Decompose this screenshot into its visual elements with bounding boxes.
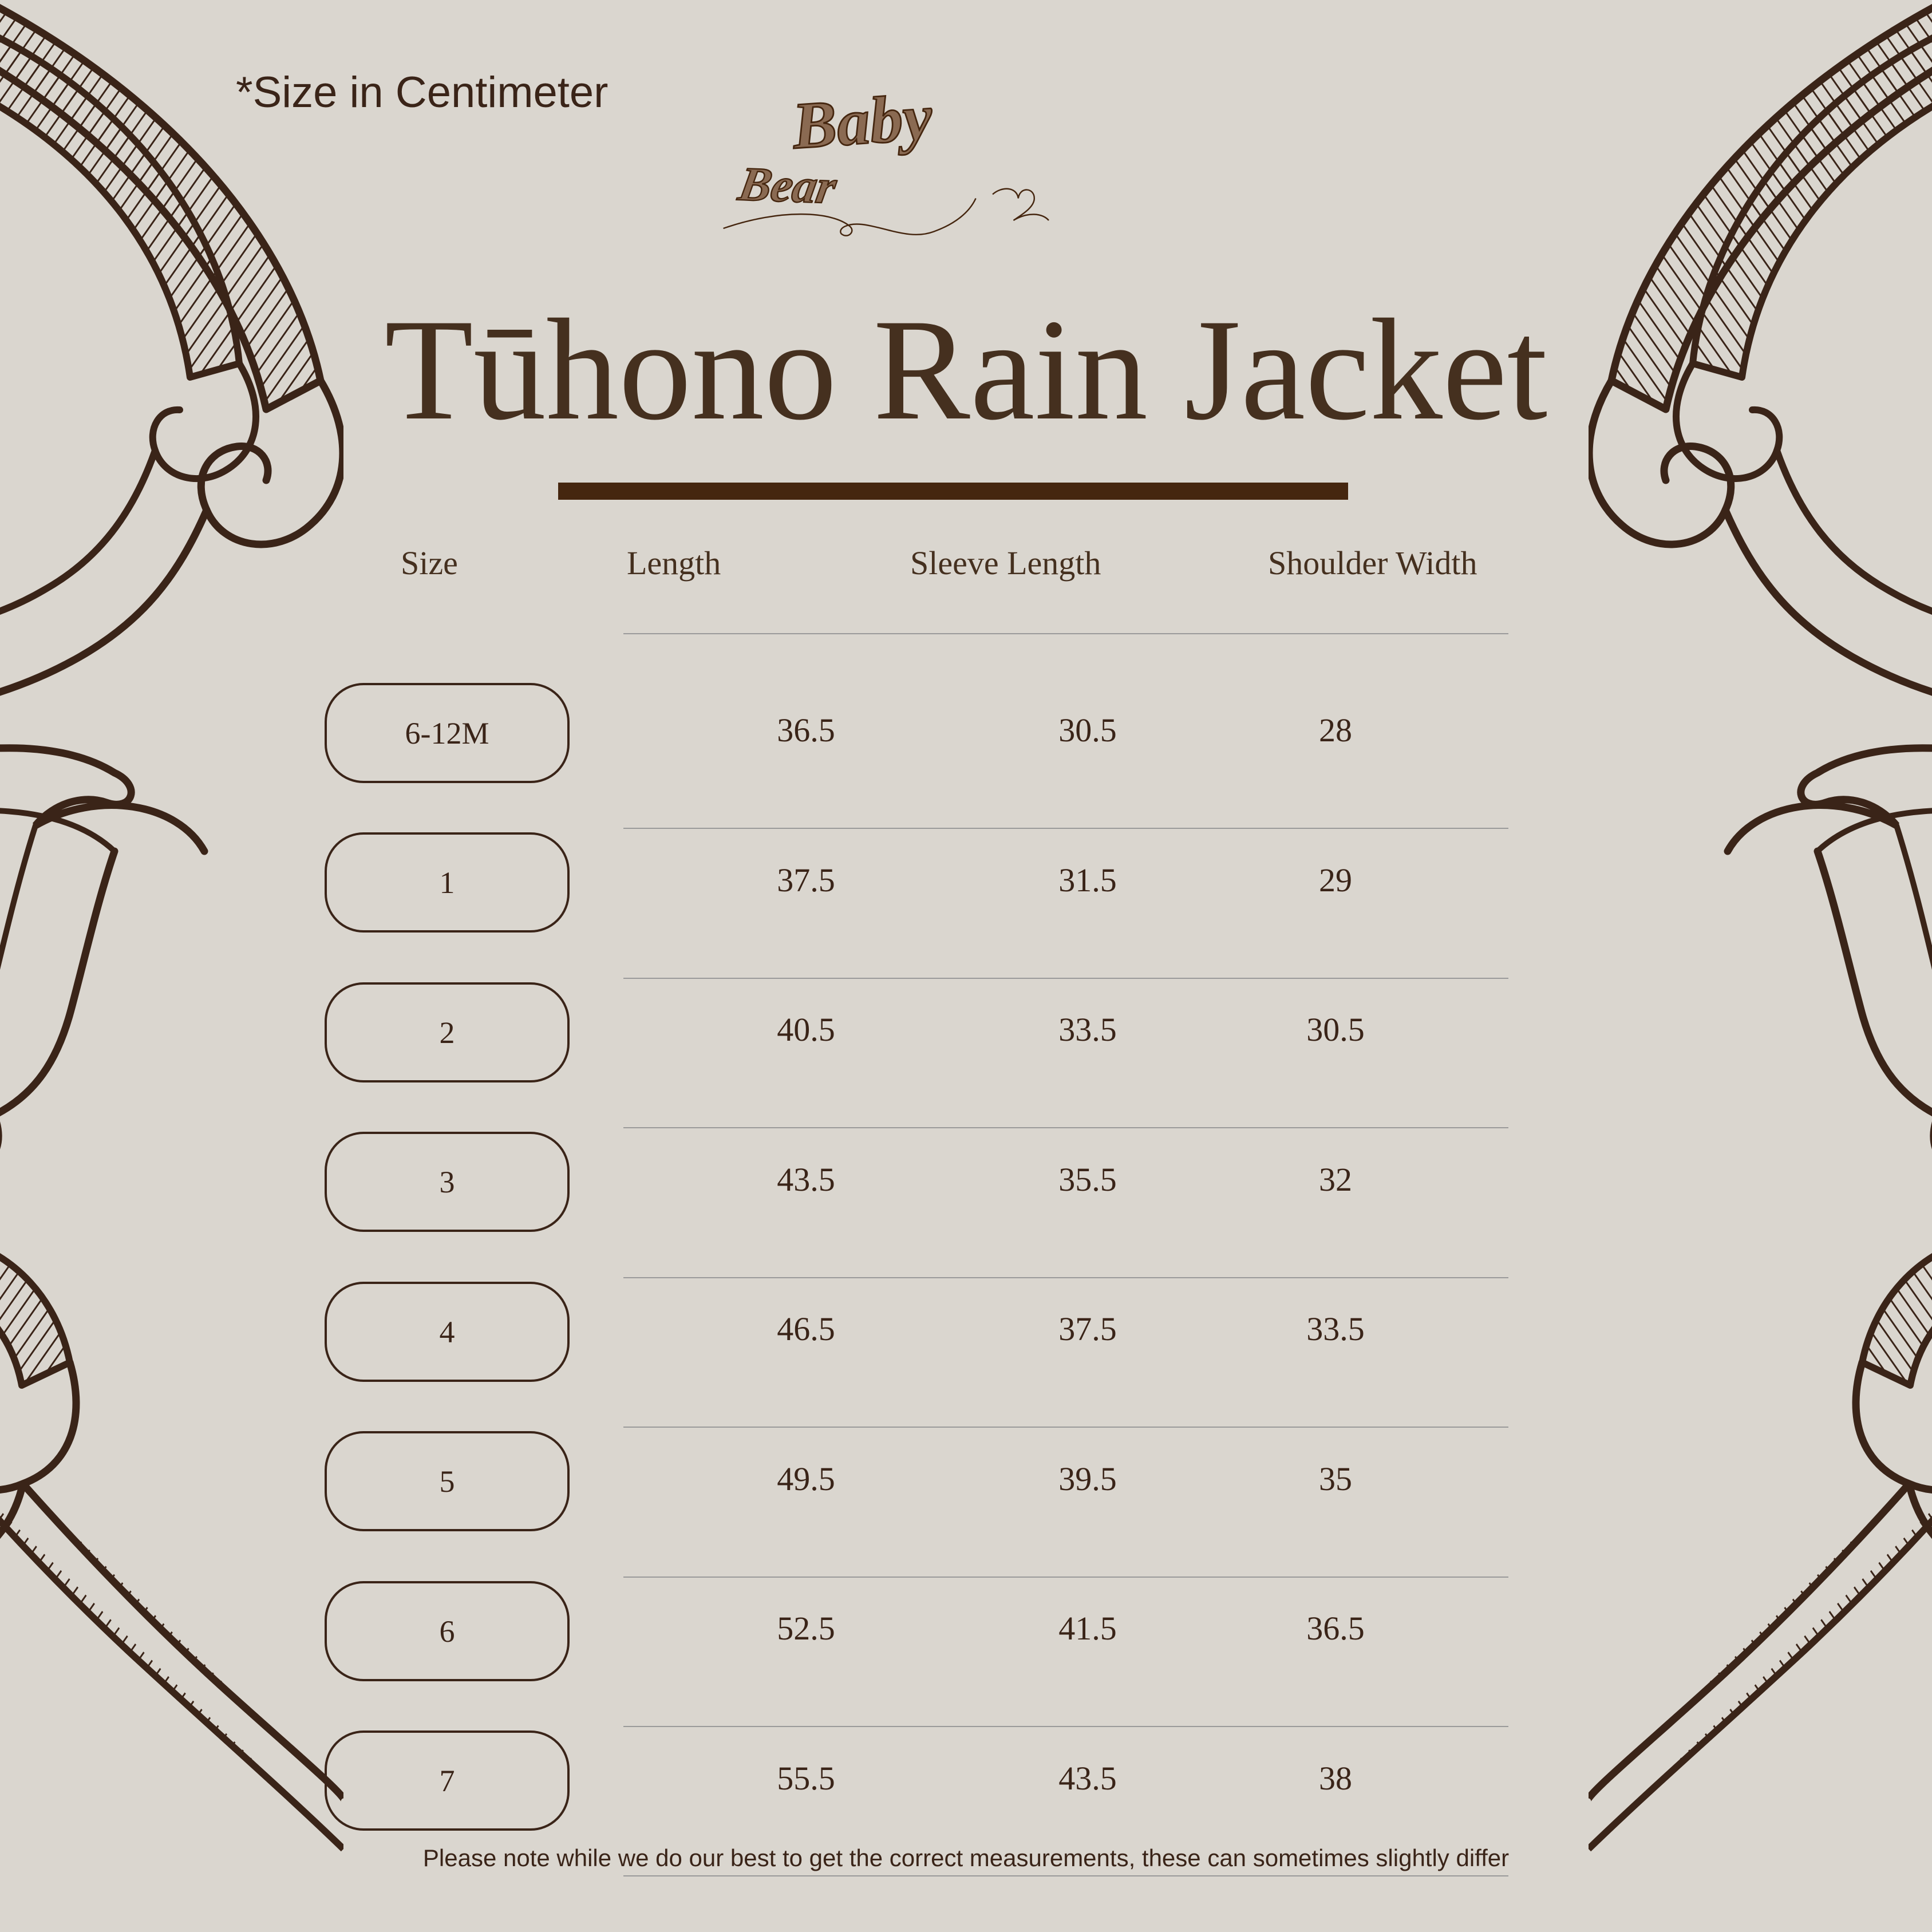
svg-text:Baby: Baby	[789, 80, 935, 163]
svg-text:Bear: Bear	[734, 158, 841, 214]
